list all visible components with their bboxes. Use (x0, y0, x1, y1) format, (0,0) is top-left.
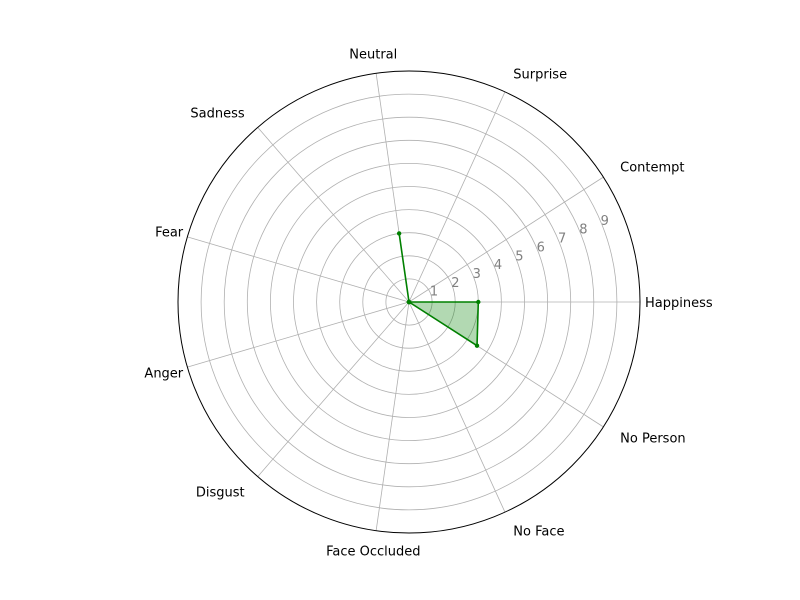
r-tick-label: 2 (451, 276, 459, 291)
spoke-line (257, 127, 410, 303)
category-label: Neutral (349, 48, 397, 63)
category-label: Contempt (620, 160, 684, 175)
r-tick-label: 8 (579, 223, 587, 238)
category-label: Face Occluded (326, 544, 420, 559)
category-label: Sadness (190, 106, 244, 121)
category-label: Disgust (196, 486, 245, 501)
category-label: Fear (155, 225, 184, 240)
spoke-line (408, 301, 506, 513)
category-label: Surprise (513, 68, 567, 83)
r-tick-label: 9 (601, 214, 609, 229)
category-label: No Person (620, 432, 686, 447)
series-line (398, 232, 480, 347)
r-tick-label: 6 (537, 240, 545, 255)
spoke-line (187, 236, 410, 303)
r-tick-label: 7 (558, 232, 566, 247)
spoke-line (187, 301, 410, 368)
grid-layer (177, 70, 641, 534)
r-tick-label: 5 (515, 249, 523, 264)
category-label: Happiness (645, 296, 713, 311)
spoke-line (257, 301, 410, 477)
r-tick-label: 4 (494, 258, 502, 273)
outer-ring (177, 70, 641, 534)
data-point (476, 299, 481, 305)
category-label: Anger (144, 367, 183, 382)
category-label: No Face (513, 524, 564, 539)
r-tick-label: 3 (473, 267, 481, 282)
series-layer (396, 231, 481, 348)
data-point (396, 231, 402, 236)
data-point (406, 299, 412, 305)
spoke-line (375, 301, 410, 531)
data-point (474, 343, 480, 348)
r-tick-label: 1 (430, 285, 438, 300)
series-area (399, 233, 479, 346)
spoke-line (408, 176, 604, 303)
spoke-line (408, 91, 506, 303)
